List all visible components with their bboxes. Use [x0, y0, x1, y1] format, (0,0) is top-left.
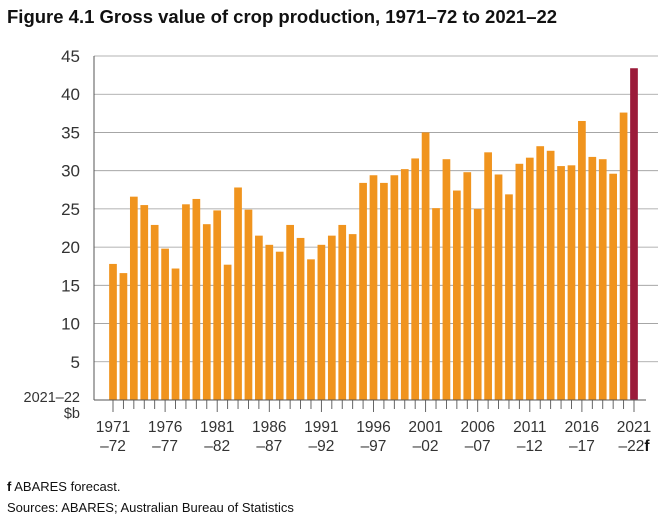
bar-2012–13	[536, 146, 545, 400]
x-tick-label-suffix: –97	[361, 438, 387, 455]
bar-1971–72	[109, 263, 117, 400]
bar-2013–14	[546, 150, 555, 400]
x-tick-label-suffix: –72	[100, 438, 126, 455]
bar-2010–11	[515, 163, 524, 400]
footnote: f ABARES forecast.	[7, 479, 120, 494]
x-tick-label-suffix: –92	[308, 438, 334, 455]
bar-2015–16	[567, 165, 576, 400]
bar-1974–75	[140, 205, 149, 400]
y-tick-label: 10	[61, 315, 80, 334]
bar-1998–99	[390, 175, 399, 400]
sources-note: Sources: ABARES; Australian Bureau of St…	[7, 500, 294, 515]
footnote-text: ABARES forecast.	[11, 479, 121, 494]
y-tick-label: 40	[61, 85, 80, 104]
bar-2006–07	[473, 208, 482, 400]
x-tick-label-year: 2021	[617, 419, 651, 436]
y-axis-unit-label: 2021–22	[24, 390, 80, 406]
x-tick-label-suffix: –82	[204, 438, 230, 455]
x-tick-label-year: 1986	[252, 419, 286, 436]
bar-1982–83	[223, 264, 232, 400]
bar-1989–90	[296, 237, 305, 400]
bar-2019–20	[609, 173, 618, 400]
x-tick-label-suffix: –77	[152, 438, 178, 455]
y-tick-label: 5	[71, 353, 80, 372]
bar-1985–86	[255, 235, 263, 400]
bar-1978–79	[182, 204, 190, 400]
bar-2011–12	[525, 157, 534, 400]
bar-1987–88	[275, 251, 284, 400]
bar-2003–04	[442, 159, 451, 400]
bar-1995–96	[359, 182, 367, 400]
y-tick-label: 25	[61, 200, 80, 219]
bar-1975–76	[150, 224, 159, 400]
bar-1994–95	[348, 234, 357, 400]
bars	[109, 68, 638, 401]
x-tick-label-suffix: –07	[465, 438, 491, 455]
bar-1981–82	[213, 210, 222, 400]
y-axis-unit-label: $b	[64, 406, 80, 422]
bar-chart: 5 10 15 20 25 30 35 40 45 2021–22$b 1971 –72 1976 –77…	[24, 47, 658, 455]
bar-1990–91	[307, 259, 315, 400]
bar-2017–18	[588, 156, 597, 400]
bar-2014–15	[557, 166, 565, 400]
bar-1988–89	[286, 224, 294, 400]
x-tick-label-year: 1991	[304, 419, 338, 436]
x-tick-label-year: 1971	[96, 419, 130, 436]
bar-2001–02	[421, 132, 430, 400]
bar-2000–01	[411, 158, 420, 400]
bar-1980–81	[202, 224, 211, 400]
x-tick-label-suffix: –17	[569, 438, 595, 455]
x-tick-label-suffix: –22f	[618, 438, 650, 455]
x-tick-label-year: 2001	[408, 419, 442, 436]
bar-2007–08	[484, 152, 492, 400]
bar-2020–21	[619, 112, 628, 400]
x-tick-label-year: 1981	[200, 419, 234, 436]
forecast-marker: f	[644, 438, 650, 455]
bar-1999–00	[400, 169, 409, 400]
y-tick-label: 15	[61, 276, 80, 295]
x-tick-label-year: 1996	[356, 419, 390, 436]
bar-2004–05	[453, 190, 461, 400]
bar-1979–80	[192, 198, 201, 400]
x-tick-label-suffix: –02	[413, 438, 439, 455]
x-tick-label-year: 2011	[513, 419, 546, 436]
x-tick-label-year: 1976	[148, 419, 182, 436]
bar-2009–10	[505, 194, 513, 400]
bar-2018–19	[598, 159, 607, 400]
y-tick-label: 30	[61, 162, 80, 181]
bar-1997–98	[380, 182, 388, 400]
footnote-marker: f	[7, 479, 12, 494]
chart-area: 5 10 15 20 25 30 35 40 45 2021–22 $b 1971 –72 1976 –77…	[0, 40, 671, 470]
bar-1986–87	[265, 244, 274, 400]
bar-1984–85	[244, 209, 253, 400]
y-tick-label: 35	[61, 123, 80, 142]
bar-1993–94	[338, 224, 347, 400]
bar-1976–77	[161, 248, 169, 400]
bar-1996–97	[369, 175, 378, 400]
x-tick-label-suffix: –12	[517, 438, 543, 455]
bar-1983–84	[234, 187, 242, 400]
x-tick-label-suffix: –87	[256, 438, 282, 455]
bar-1992–93	[327, 235, 336, 400]
bar-2005–06	[463, 172, 472, 400]
bar-2002–03	[432, 208, 440, 400]
bar-1991–92	[317, 244, 326, 400]
axes	[93, 56, 646, 412]
bar-2021–22	[630, 68, 638, 401]
chart-title: Figure 4.1 Gross value of crop productio…	[7, 6, 558, 27]
bar-1977–78	[171, 268, 180, 400]
bar-1973–74	[129, 196, 138, 400]
y-tick-label: 20	[61, 238, 80, 257]
tick-labels: 5 10 15 20 25 30 35 40 45 2021–22$b 1971 –72 1976 –77…	[24, 47, 652, 455]
bar-1972–73	[119, 273, 128, 400]
y-tick-label: 45	[61, 47, 80, 66]
x-tick-label-year: 2006	[460, 419, 494, 436]
x-tick-label-year: 2016	[565, 419, 599, 436]
bar-2016–17	[578, 120, 586, 400]
bar-2008–09	[494, 174, 503, 400]
